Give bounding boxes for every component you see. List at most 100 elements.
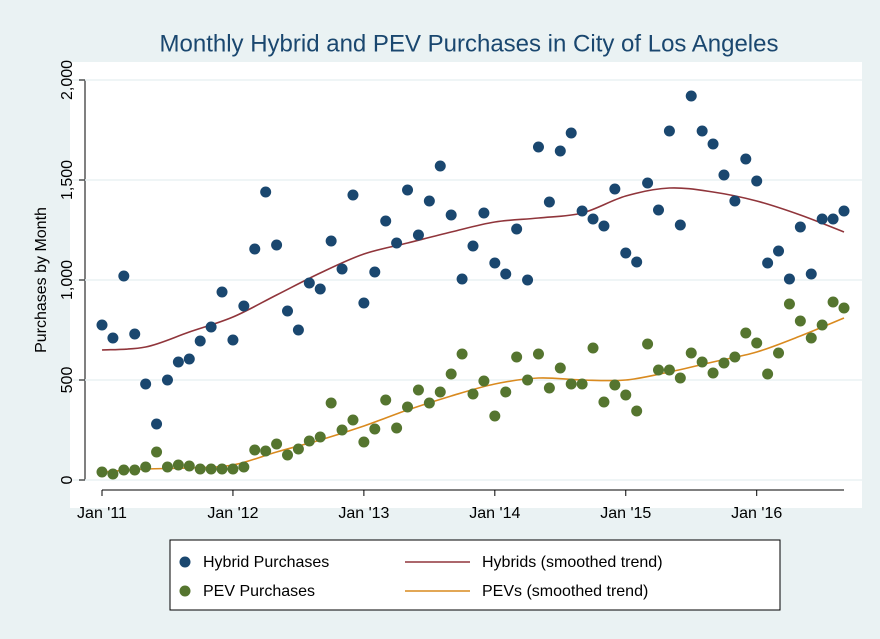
- plot-region: [70, 62, 862, 508]
- data-point: [172, 459, 184, 471]
- data-point: [303, 435, 315, 447]
- data-point: [631, 256, 643, 268]
- data-point: [325, 235, 337, 247]
- data-point: [696, 125, 708, 137]
- data-point: [827, 296, 839, 308]
- data-point: [380, 215, 392, 227]
- data-point: [194, 335, 206, 347]
- data-point: [423, 195, 435, 207]
- data-point: [718, 357, 730, 369]
- data-point: [96, 319, 108, 331]
- data-point: [718, 169, 730, 181]
- data-point: [314, 283, 326, 295]
- legend-marker: [179, 585, 191, 597]
- data-point: [838, 302, 850, 314]
- data-point: [336, 263, 348, 275]
- x-tick-label: Jan '12: [207, 505, 258, 522]
- data-point: [129, 328, 141, 340]
- data-point: [707, 138, 719, 150]
- trend-line: [101, 187, 845, 351]
- data-point: [773, 245, 785, 257]
- data-point: [642, 338, 654, 350]
- data-point: [685, 90, 697, 102]
- data-point: [609, 379, 621, 391]
- data-point: [532, 348, 544, 360]
- data-point: [445, 209, 457, 221]
- data-point: [249, 243, 261, 255]
- data-point: [227, 463, 239, 475]
- data-point: [663, 364, 675, 376]
- data-point: [816, 213, 828, 225]
- data-point: [729, 195, 741, 207]
- data-point: [249, 444, 261, 456]
- data-point: [500, 268, 512, 280]
- data-point: [532, 141, 544, 153]
- data-point: [391, 237, 403, 249]
- data-point: [838, 205, 850, 217]
- data-point: [292, 324, 304, 336]
- data-point: [107, 468, 119, 480]
- data-point: [740, 327, 752, 339]
- x-tick-label: Jan '14: [469, 505, 520, 522]
- data-point: [500, 386, 512, 398]
- data-point: [598, 396, 610, 408]
- data-point: [653, 364, 664, 376]
- data-point: [282, 449, 293, 461]
- y-tick-label: 0: [59, 475, 76, 484]
- data-point: [161, 374, 173, 386]
- data-point: [489, 410, 501, 422]
- data-point: [631, 405, 643, 417]
- data-point: [543, 196, 555, 208]
- data-point: [402, 401, 414, 413]
- data-point: [445, 368, 457, 380]
- chart-title: Monthly Hybrid and PEV Purchases in City…: [160, 30, 779, 57]
- data-point: [151, 446, 163, 458]
- data-point: [347, 189, 359, 201]
- data-point: [587, 213, 599, 225]
- data-point: [129, 464, 141, 476]
- data-point: [434, 386, 446, 398]
- data-point: [227, 334, 239, 346]
- legend-label: Hybrids (smoothed trend): [482, 554, 663, 571]
- data-point: [260, 445, 272, 457]
- data-point: [554, 362, 566, 374]
- y-tick-label: 500: [59, 367, 76, 394]
- data-point: [151, 418, 163, 430]
- data-point: [314, 431, 326, 443]
- data-point: [609, 183, 621, 195]
- data-point: [620, 389, 632, 401]
- data-point: [118, 270, 130, 282]
- legend-label: Hybrid Purchases: [203, 554, 329, 571]
- x-tick-label: Jan '16: [731, 505, 782, 522]
- data-point: [216, 463, 228, 475]
- data-point: [685, 347, 697, 359]
- x-tick-label: Jan '13: [338, 505, 389, 522]
- data-point: [456, 348, 468, 360]
- data-point: [260, 186, 272, 198]
- data-point: [729, 351, 741, 363]
- data-point: [434, 160, 446, 172]
- y-tick-label: 1,000: [59, 260, 76, 300]
- legend: [169, 539, 781, 611]
- data-point: [282, 305, 293, 317]
- data-point: [194, 463, 206, 475]
- data-point: [380, 394, 392, 406]
- data-point: [467, 388, 479, 400]
- data-point: [489, 257, 501, 269]
- data-point: [751, 337, 763, 349]
- data-point: [140, 378, 152, 390]
- data-point: [216, 286, 228, 298]
- data-point: [271, 438, 283, 450]
- data-point: [816, 319, 828, 331]
- y-tick-label: 1,500: [59, 160, 76, 200]
- data-point: [161, 461, 173, 473]
- x-tick-label: Jan '11: [77, 505, 127, 522]
- data-point: [565, 127, 577, 139]
- data-point: [478, 207, 490, 219]
- data-point: [587, 342, 599, 354]
- data-point: [456, 273, 468, 285]
- data-point: [412, 384, 424, 396]
- data-point: [205, 321, 217, 333]
- data-point: [522, 274, 534, 286]
- data-point: [238, 461, 250, 473]
